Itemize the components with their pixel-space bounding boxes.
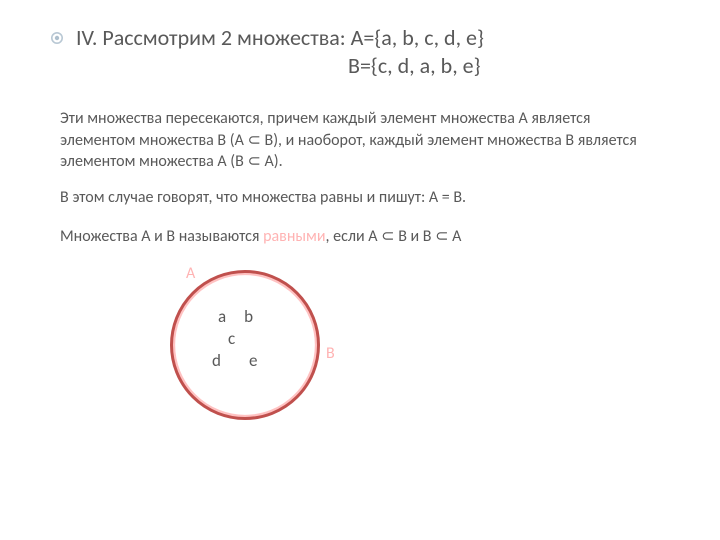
element-a: a <box>218 306 226 327</box>
elements-row-1: ab <box>218 306 257 328</box>
bullet-icon <box>50 31 64 45</box>
elements-row-2: c <box>228 328 257 350</box>
slide-title-line2: B={c, d, a, b, e} <box>348 52 670 81</box>
slide-body: Эти множества пересекаются, причем кажды… <box>60 108 660 432</box>
set-label-b: В <box>326 344 335 363</box>
set-elements: ab c de <box>212 306 257 372</box>
title-row: IV. Рассмотрим 2 множества: A={a, b, c, … <box>50 24 670 52</box>
slide-title-line1: IV. Рассмотрим 2 множества: A={a, b, c, … <box>76 24 484 52</box>
element-e: e <box>249 350 257 371</box>
slide: IV. Рассмотрим 2 множества: A={a, b, c, … <box>0 0 720 540</box>
p3-post: , если A ⊂ B и B ⊂ A <box>326 227 462 246</box>
paragraph-3: Множества A и B называются равными, если… <box>60 226 660 248</box>
element-c: c <box>228 328 235 349</box>
p3-pre: Множества A и B называются <box>60 227 263 246</box>
paragraph-1: Эти множества пересекаются, причем кажды… <box>60 108 660 173</box>
elements-row-3: de <box>212 350 257 372</box>
element-d: d <box>212 350 221 371</box>
paragraph-2: В этом случае говорят, что множества рав… <box>60 187 660 209</box>
venn-diagram: А В ab c de <box>130 262 390 432</box>
element-b: b <box>244 306 253 327</box>
p3-highlight: равными <box>263 227 325 246</box>
set-label-a: А <box>186 264 195 283</box>
